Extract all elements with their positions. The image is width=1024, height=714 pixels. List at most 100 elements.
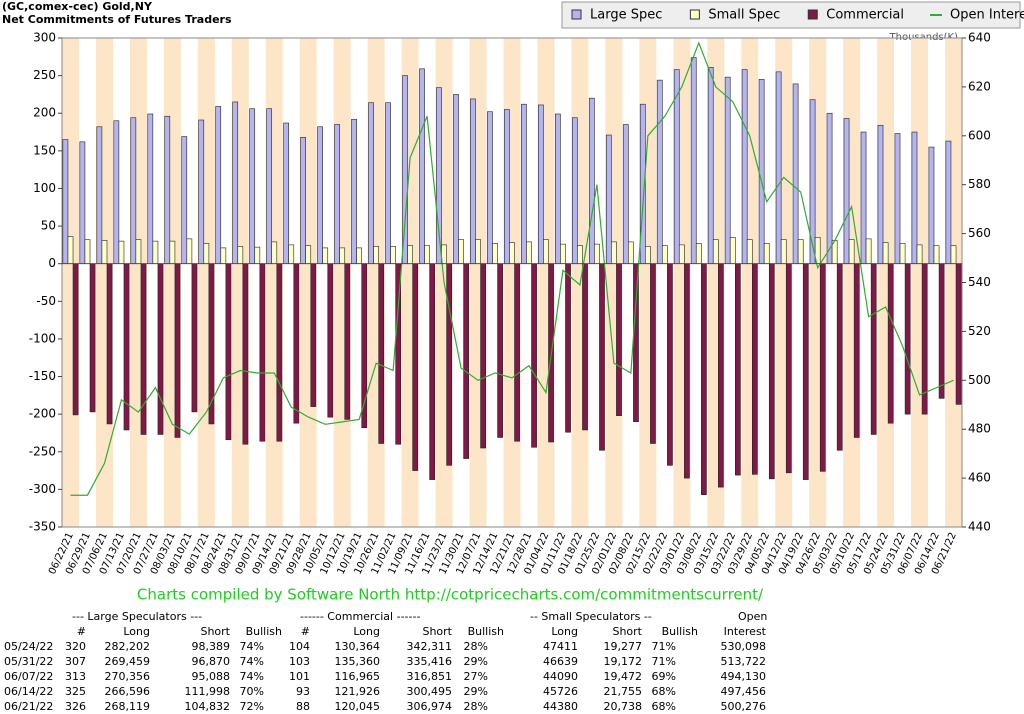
table-cell: 313	[65, 670, 86, 683]
legend-label: Small Spec	[708, 8, 780, 23]
bar	[785, 263, 792, 474]
bar	[157, 263, 164, 435]
bar	[667, 263, 673, 466]
bar	[945, 140, 952, 264]
bar	[707, 67, 714, 264]
bar	[232, 101, 239, 264]
bar	[446, 263, 453, 466]
table-cell: 307	[65, 655, 86, 668]
bar	[950, 245, 957, 264]
bar	[538, 104, 544, 264]
table-header: Short	[422, 625, 452, 638]
table-cell: 46639	[543, 655, 578, 668]
bar	[605, 134, 612, 264]
table-cell: 306,974	[407, 700, 453, 713]
table-cell: 20,738	[604, 700, 643, 713]
bar	[203, 243, 210, 264]
bar	[344, 263, 351, 420]
table-cell: 21,755	[604, 685, 643, 698]
bar	[797, 239, 804, 264]
table-cell: 44380	[543, 700, 578, 713]
bar	[792, 83, 799, 264]
table-cell: 29%	[464, 685, 488, 698]
table-cell: 513,722	[721, 655, 767, 668]
bar	[746, 239, 753, 264]
bar	[300, 137, 306, 264]
bar	[487, 111, 493, 264]
table-cell: 320	[65, 640, 86, 653]
bar	[147, 113, 154, 264]
table-cell: 104,832	[185, 700, 231, 713]
bar	[169, 240, 176, 264]
table-header: Short	[200, 625, 230, 638]
bar	[735, 263, 741, 476]
bar	[938, 263, 945, 399]
bar	[220, 247, 227, 264]
bar	[492, 243, 498, 264]
table-cell: 68%	[652, 685, 676, 698]
table-cell: 28%	[464, 640, 488, 653]
bar	[368, 102, 374, 264]
table-cell: 93	[296, 685, 310, 698]
bar	[763, 243, 770, 264]
bar	[327, 263, 334, 418]
table-group-header: --- Large Speculators ---	[72, 610, 202, 623]
table-cell: 74%	[240, 655, 264, 668]
table-header: Interest	[724, 625, 767, 638]
table-cell: 325	[65, 685, 86, 698]
table-cell: 500,276	[721, 700, 767, 713]
bar	[480, 263, 486, 449]
table-header: Bullish	[468, 625, 504, 638]
table-cell: 70%	[240, 685, 264, 698]
table-cell: 74%	[240, 670, 264, 683]
legend-label: Open Interest	[950, 8, 1024, 23]
bar	[339, 247, 346, 264]
bar	[622, 124, 629, 264]
table-cell: 47411	[543, 640, 578, 653]
bar	[543, 239, 549, 264]
bar	[181, 136, 188, 264]
bar	[254, 246, 261, 264]
table-cell: 05/31/22	[4, 655, 53, 668]
bar	[67, 236, 74, 264]
legend-swatch	[807, 9, 818, 20]
table-cell: 72%	[240, 700, 264, 713]
bar	[113, 120, 120, 264]
y2-tick-label: 440	[968, 520, 991, 534]
table-cell: 19,172	[604, 655, 643, 668]
table-header: Bullish	[246, 625, 282, 638]
bar	[84, 239, 91, 264]
bar	[288, 244, 295, 264]
table-header: Long	[353, 625, 380, 638]
y2-tick-label: 580	[968, 177, 991, 191]
bar	[429, 263, 436, 480]
bar	[402, 75, 408, 264]
table-cell: 270,356	[105, 670, 151, 683]
bar	[656, 79, 663, 264]
bar	[933, 245, 940, 264]
bar	[718, 263, 724, 488]
bar	[843, 118, 850, 264]
bar	[565, 263, 571, 433]
y-tick-label: -200	[29, 407, 56, 421]
bar	[130, 117, 137, 264]
bar	[514, 263, 520, 442]
bar	[695, 243, 702, 264]
bar	[678, 244, 685, 264]
table-cell: 19,277	[604, 640, 643, 653]
y-tick-label: 150	[33, 143, 56, 157]
bar	[633, 263, 639, 422]
y-tick-label: -100	[29, 331, 56, 345]
table-cell: 103	[289, 655, 310, 668]
bar	[526, 241, 532, 264]
bar	[407, 245, 413, 264]
bar	[356, 247, 363, 264]
bar	[582, 263, 588, 431]
table-cell: 68%	[652, 700, 676, 713]
table-header: #	[77, 625, 86, 638]
bar	[152, 240, 159, 264]
bar	[322, 247, 329, 264]
table-cell: 96,870	[192, 655, 231, 668]
bar	[475, 239, 481, 264]
